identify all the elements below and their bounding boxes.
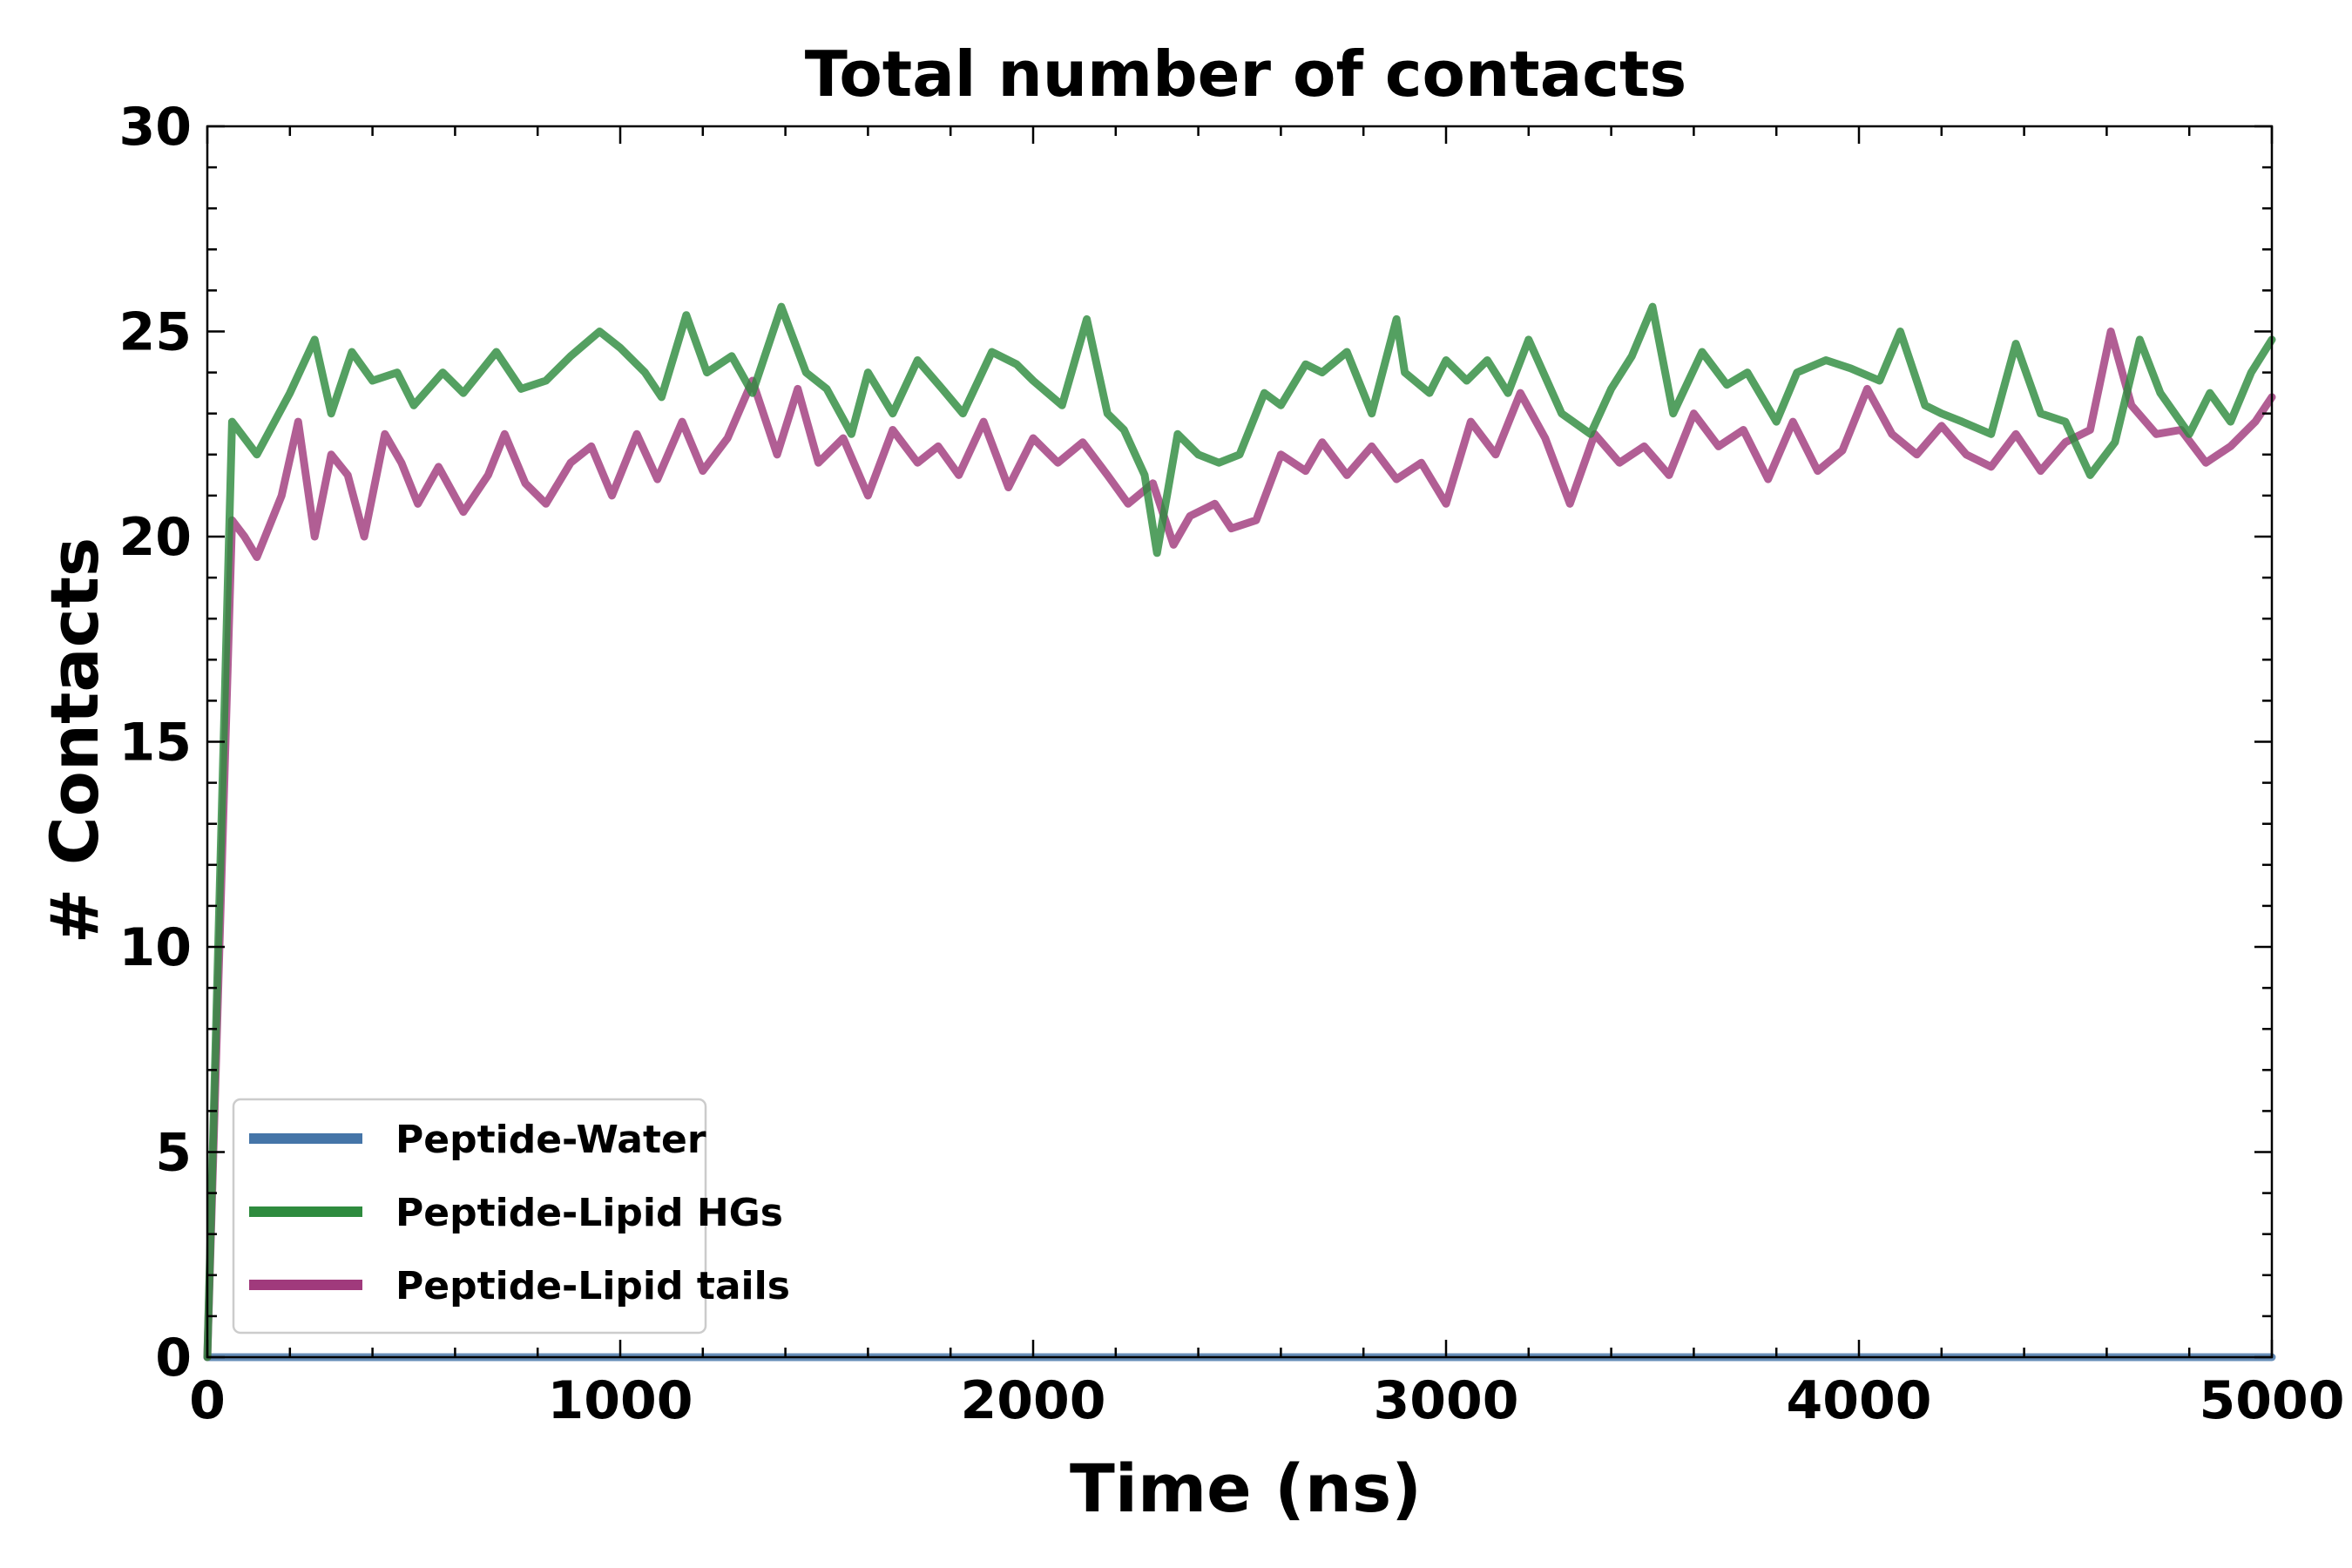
legend-label-1: Peptide-Water (395, 1118, 706, 1162)
x-axis-label: Time (ns) (1070, 1450, 1422, 1527)
y-tick-label: 30 (119, 97, 193, 158)
x-tick-label: 3000 (1374, 1370, 1519, 1431)
legend-box (232, 1098, 707, 1335)
x-tick-label: 5000 (2200, 1370, 2345, 1431)
y-tick-label: 10 (119, 917, 193, 978)
x-tick-label: 1000 (548, 1370, 693, 1431)
y-tick-label: 0 (155, 1328, 192, 1389)
y-tick-label: 5 (155, 1123, 192, 1184)
legend-label-3: Peptide-Lipid tails (395, 1264, 790, 1308)
x-tick-label: 2000 (961, 1370, 1106, 1431)
y-tick-label: 20 (119, 507, 193, 568)
x-tick-label: 0 (189, 1370, 226, 1431)
legend: Peptide-Water Peptide-Lipid HGs Peptide-Li… (232, 1098, 790, 1335)
x-tick-label: 4000 (1787, 1370, 1932, 1431)
y-axis-label: # Contacts (36, 537, 113, 943)
chart-title: Total number of contacts (805, 37, 1686, 111)
series-line-2 (203, 302, 2276, 1362)
axis-ticks: 0 1000 2000 3000 4000 5000 0 5 10 15 20 25 30 (119, 97, 2345, 1431)
y-tick-label: 15 (119, 713, 193, 774)
legend-label-2: Peptide-Lipid HGs (395, 1191, 783, 1235)
y-tick-label: 25 (119, 302, 193, 363)
series-line-3 (203, 328, 2276, 1362)
